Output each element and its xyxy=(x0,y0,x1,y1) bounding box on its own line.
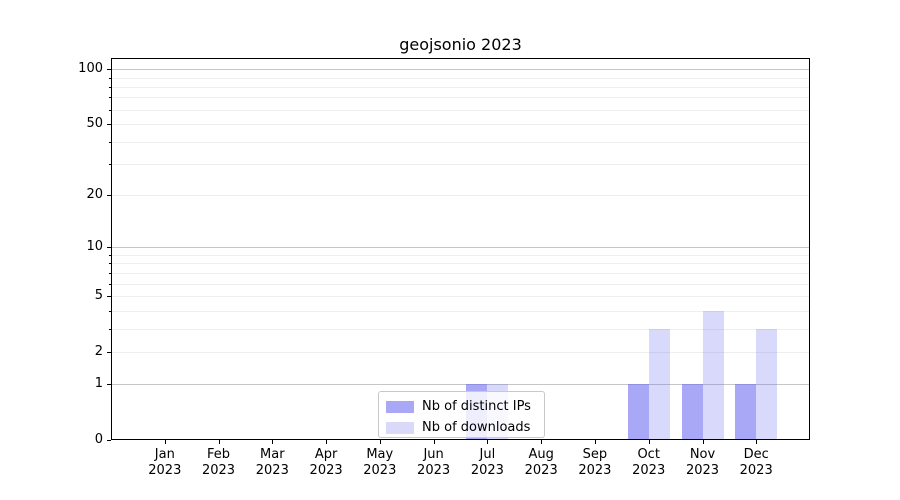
y-tick-label-100: 100 xyxy=(78,61,103,77)
bar-ips-dec xyxy=(735,384,757,440)
x-tick-mark-feb xyxy=(218,440,220,444)
x-tick-mark-oct xyxy=(648,440,650,444)
y-minor-tick-mark-60 xyxy=(109,109,111,111)
gridline-major-1 xyxy=(112,384,809,386)
x-tick-label-apr: Apr 2023 xyxy=(309,447,343,478)
gridline-minor-60 xyxy=(112,109,809,111)
bar-downloads-nov xyxy=(702,310,724,440)
gridline-major-10 xyxy=(112,247,809,249)
x-tick-label-oct: Oct 2023 xyxy=(632,447,666,478)
gridline-minor-30 xyxy=(112,164,809,165)
legend-swatch-downloads-icon xyxy=(386,421,414,434)
legend-item-distinct-ips: Nb of distinct IPs xyxy=(386,396,544,417)
y-tick-label-50: 50 xyxy=(86,116,103,131)
legend-label-downloads: Nb of downloads xyxy=(422,420,531,435)
x-tick-mark-jan xyxy=(164,440,166,444)
x-tick-label-jul: Jul 2023 xyxy=(470,447,504,478)
y-minor-tick-mark-20 xyxy=(109,195,111,197)
legend-label-distinct-ips: Nb of distinct IPs xyxy=(422,399,531,414)
x-tick-mark-aug xyxy=(541,440,543,444)
y-minor-tick-mark-3 xyxy=(109,328,111,330)
gridline-minor-6 xyxy=(112,283,809,285)
y-minor-tick-mark-50 xyxy=(109,124,111,125)
gridline-minor-7 xyxy=(112,272,809,274)
x-tick-mark-dec xyxy=(756,440,758,444)
legend: Nb of distinct IPs Nb of downloads xyxy=(378,391,545,438)
y-tick-label-0: 0 xyxy=(94,432,103,447)
y-tick-label-20: 20 xyxy=(86,187,103,203)
x-tick-mark-jul xyxy=(487,440,489,444)
y-minor-tick-mark-40 xyxy=(109,141,111,143)
gridline-minor-5 xyxy=(112,296,809,297)
gridline-minor-40 xyxy=(112,141,809,143)
gridline-minor-4 xyxy=(112,310,809,312)
x-tick-label-nov: Nov 2023 xyxy=(685,447,720,478)
y-minor-tick-mark-2 xyxy=(109,351,111,353)
x-tick-label-mar: Mar 2023 xyxy=(255,447,289,478)
x-tick-label-sep: Sep 2023 xyxy=(578,447,612,478)
x-tick-mark-sep xyxy=(594,440,596,444)
x-tick-mark-apr xyxy=(326,440,328,444)
gridline-minor-50 xyxy=(112,124,809,125)
gridline-minor-90 xyxy=(112,77,809,79)
x-tick-label-dec: Dec 2023 xyxy=(739,447,773,478)
x-tick-label-jan: Jan 2023 xyxy=(148,447,182,478)
bar-downloads-oct xyxy=(648,328,670,440)
gridline-minor-9 xyxy=(112,255,809,256)
legend-swatch-distinct-ips-icon xyxy=(386,400,414,413)
y-minor-tick-mark-5 xyxy=(109,296,111,297)
y-minor-tick-mark-9 xyxy=(109,255,111,256)
y-tick-mark-100 xyxy=(107,69,111,71)
y-minor-tick-mark-30 xyxy=(109,164,111,165)
y-minor-tick-mark-80 xyxy=(109,86,111,88)
gridline-minor-20 xyxy=(112,195,809,197)
gridline-major-100 xyxy=(112,69,809,71)
x-tick-mark-nov xyxy=(702,440,704,444)
x-tick-label-aug: Aug 2023 xyxy=(524,447,558,478)
y-minor-tick-mark-7 xyxy=(109,272,111,274)
y-tick-mark-0 xyxy=(107,440,111,441)
y-tick-mark-1 xyxy=(107,384,111,386)
y-tick-label-2: 2 xyxy=(94,343,103,359)
bar-ips-oct xyxy=(627,384,649,440)
legend-item-downloads: Nb of downloads xyxy=(386,417,544,438)
x-tick-label-may: May 2023 xyxy=(363,447,397,478)
x-tick-label-feb: Feb 2023 xyxy=(201,447,236,478)
x-tick-label-jun: Jun 2023 xyxy=(417,447,451,478)
gridline-minor-70 xyxy=(112,97,809,99)
bar-ips-nov xyxy=(681,384,703,440)
bar-downloads-dec xyxy=(756,328,778,440)
y-minor-tick-mark-4 xyxy=(109,310,111,312)
y-minor-tick-mark-6 xyxy=(109,283,111,285)
y-tick-label-1: 1 xyxy=(94,376,103,392)
x-tick-mark-mar xyxy=(272,440,274,444)
chart-title: geojsonio 2023 xyxy=(399,35,522,54)
y-tick-label-10: 10 xyxy=(86,239,103,255)
y-minor-tick-mark-90 xyxy=(109,77,111,79)
gridline-minor-3 xyxy=(112,328,809,330)
gridline-minor-80 xyxy=(112,86,809,88)
y-minor-tick-mark-8 xyxy=(109,263,111,265)
y-minor-tick-mark-70 xyxy=(109,97,111,99)
x-tick-mark-may xyxy=(379,440,381,444)
y-tick-mark-10 xyxy=(107,247,111,249)
y-tick-label-5: 5 xyxy=(94,288,103,303)
gridline-minor-8 xyxy=(112,263,809,265)
gridline-minor-2 xyxy=(112,351,809,353)
x-tick-mark-jun xyxy=(433,440,435,444)
